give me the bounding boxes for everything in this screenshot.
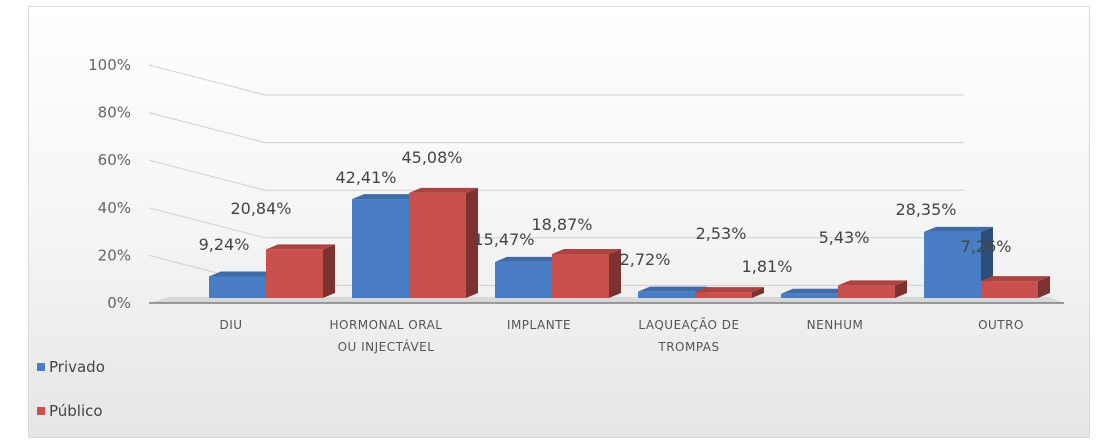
x-tick-label: TROMPAS (657, 340, 719, 354)
x-tick-label: DIU (219, 318, 242, 332)
bar-side-público-0 (323, 244, 335, 298)
bar-chart: 0% 20% 40% 60% 80% 100% 9,24% 20,84% 42,41% 45,08… (88, 56, 1064, 354)
legend-label-privado: Privado (49, 358, 105, 376)
bar-top-público-3 (695, 287, 764, 293)
bar-top-público-0 (266, 244, 335, 250)
legend-item-privado: Privado (37, 355, 157, 379)
bar-privado-5 (924, 231, 981, 298)
bar-top-privado-4 (781, 288, 850, 294)
gridline (148, 159, 964, 191)
bar-privado-3 (638, 291, 695, 298)
x-tick-label: OUTRO (978, 318, 1024, 332)
bar-top-público-4 (838, 280, 907, 286)
x-tick-label: IMPLANTE (507, 318, 571, 332)
bar-top-público-5 (981, 276, 1050, 282)
y-tick-label: 60% (98, 151, 131, 169)
bar-privado-0 (209, 276, 266, 298)
legend-swatch-publico (37, 407, 45, 415)
y-tick-label: 100% (88, 56, 131, 74)
x-tick-label: HORMONAL ORAL (330, 318, 443, 332)
chart-floor (149, 297, 1064, 303)
legend-item-publico: Público (37, 399, 157, 423)
x-tick-label: NENHUM (807, 318, 864, 332)
data-label-público-2: 18,87% (531, 215, 592, 234)
data-label-privado-4: 1,81% (742, 257, 793, 276)
bar-público-1 (409, 192, 466, 298)
data-label-privado-0: 9,24% (199, 235, 250, 254)
bar-top-privado-2 (495, 256, 564, 262)
data-label-privado-5: 28,35% (895, 200, 956, 219)
bar-público-0 (266, 249, 323, 298)
bar-público-3 (695, 292, 752, 298)
y-tick-label: 40% (98, 199, 131, 217)
data-label-público-1: 45,08% (401, 148, 462, 167)
y-tick-label: 20% (98, 246, 131, 264)
data-label-privado-3: 2,72% (620, 250, 671, 269)
bar-top-público-1 (409, 187, 478, 193)
bar-público-2 (552, 253, 609, 298)
gridline (148, 64, 964, 96)
bar-público-5 (981, 281, 1038, 298)
bar-side-público-3 (752, 287, 764, 298)
legend-swatch-privado (37, 363, 45, 371)
bar-side-público-4 (895, 280, 907, 298)
x-tick-label: OU INJECTÁVEL (338, 339, 435, 354)
y-tick-label: 80% (98, 104, 131, 122)
bar-top-público-2 (552, 248, 621, 254)
chart-frame: 0% 20% 40% 60% 80% 100% 9,24% 20,84% 42,41% 45,08… (28, 6, 1090, 438)
y-tick-label: 0% (107, 294, 131, 312)
data-label-privado-1: 42,41% (335, 168, 396, 187)
bar-top-privado-0 (209, 271, 278, 277)
bar-público-4 (838, 285, 895, 298)
legend-label-publico: Público (49, 402, 103, 420)
bar-privado-2 (495, 261, 552, 298)
gridline (148, 112, 964, 144)
bar-side-público-2 (609, 248, 621, 298)
bar-side-público-1 (466, 187, 478, 298)
bar-top-privado-3 (638, 286, 707, 292)
bar-privado-1 (352, 199, 409, 298)
bar-top-privado-1 (352, 194, 421, 200)
data-label-privado-2: 15,47% (473, 230, 534, 249)
x-tick-label: LAQUEAÇÃO DE (638, 317, 739, 332)
bar-privado-4 (781, 293, 838, 298)
gridline (148, 207, 964, 239)
bar-side-público-5 (1038, 276, 1050, 298)
data-label-público-3: 2,53% (696, 224, 747, 243)
data-label-público-0: 20,84% (230, 199, 291, 218)
bar-top-privado-5 (924, 226, 993, 232)
data-label-público-4: 5,43% (819, 228, 870, 247)
data-label-público-5: 7,26% (961, 237, 1012, 256)
